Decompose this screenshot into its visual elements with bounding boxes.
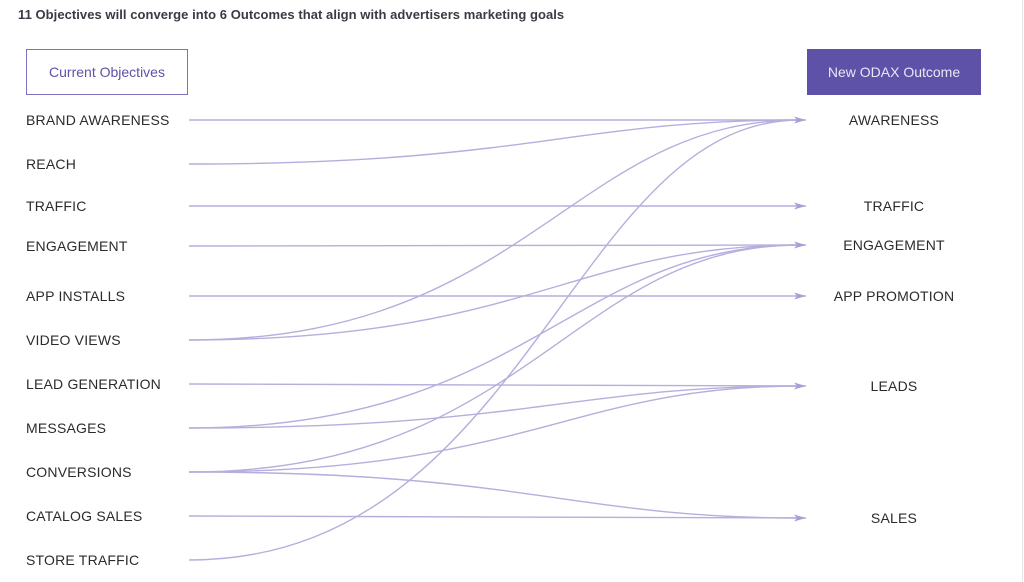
link-video-views-to-engagement	[188, 244, 801, 341]
link-conversions-to-leads	[188, 385, 801, 473]
outcome-traffic: TRAFFIC	[863, 198, 925, 214]
arrowhead-icon	[794, 292, 806, 300]
objective-app-installs: APP INSTALLS	[26, 288, 126, 304]
outcome-engagement: ENGAGEMENT	[843, 237, 945, 253]
link-reach-to-awareness	[188, 119, 801, 165]
objective-reach: REACH	[26, 156, 77, 172]
diagram-title: 11 Objectives will converge into 6 Outco…	[18, 7, 565, 22]
arrowhead-icon	[794, 382, 806, 390]
link-conversions-to-sales	[188, 471, 801, 519]
current-objectives-label: Current Objectives	[49, 64, 165, 80]
arrowhead-icon	[794, 202, 806, 210]
current-objectives-header: Current Objectives	[26, 49, 188, 95]
arrowhead-icon	[794, 514, 806, 522]
link-messages-to-leads	[188, 385, 801, 429]
page-edge-divider	[1022, 0, 1023, 582]
objective-video-views: VIDEO VIEWS	[26, 332, 121, 348]
objective-traffic: TRAFFIC	[26, 198, 87, 214]
link-catalog-sales-to-sales	[188, 515, 807, 519]
outcome-leads: LEADS	[870, 378, 918, 394]
outcome-app-promotion: APP PROMOTION	[833, 288, 955, 304]
objective-lead-generation: LEAD GENERATION	[26, 376, 161, 392]
objective-engagement: ENGAGEMENT	[26, 238, 128, 254]
objective-store-traffic: STORE TRAFFIC	[26, 552, 140, 568]
link-conversions-to-engagement	[188, 244, 801, 473]
outcome-awareness: AWARENESS	[848, 112, 940, 128]
link-video-views-to-awareness	[188, 119, 801, 341]
objective-brand-awareness: BRAND AWARENESS	[26, 112, 170, 128]
link-messages-to-engagement	[188, 244, 801, 429]
outcome-sales: SALES	[870, 510, 918, 526]
objective-conversions: CONVERSIONS	[26, 464, 132, 480]
new-odax-outcome-label: New ODAX Outcome	[827, 64, 961, 80]
arrowhead-icon	[794, 116, 806, 124]
arrowhead-icon	[794, 241, 806, 249]
objective-catalog-sales: CATALOG SALES	[26, 508, 143, 524]
link-engagement-to-engagement	[188, 244, 807, 247]
link-store-traffic-to-awareness	[188, 119, 801, 561]
objective-messages: MESSAGES	[26, 420, 107, 436]
link-lead-generation-to-leads	[188, 383, 807, 387]
new-odax-outcome-header: New ODAX Outcome	[807, 49, 981, 95]
